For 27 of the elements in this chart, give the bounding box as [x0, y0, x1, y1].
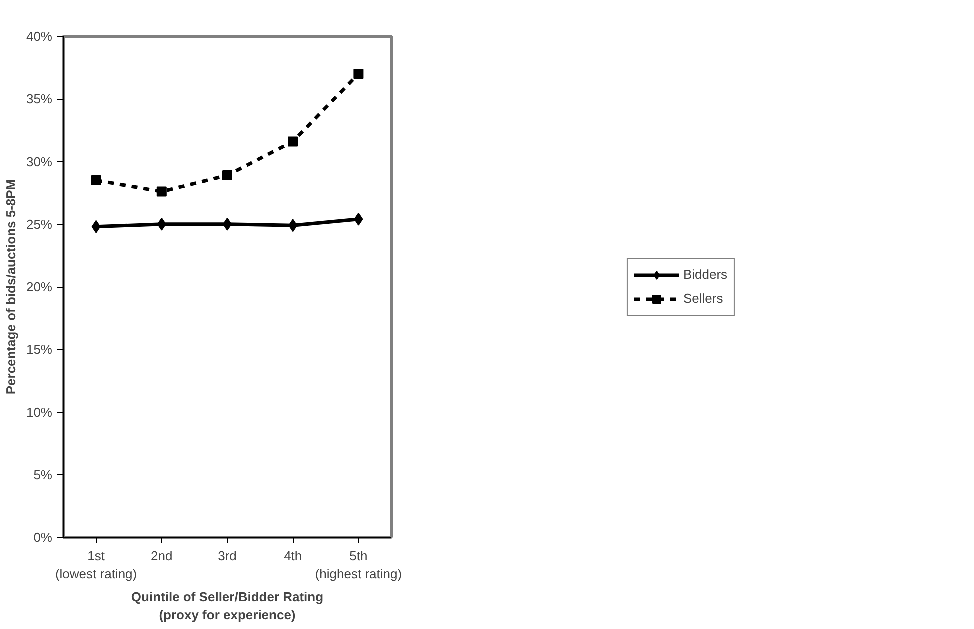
- y-tick-label: 40%: [26, 29, 53, 44]
- point: [156, 186, 167, 197]
- x-tick-label: 4th: [284, 548, 302, 564]
- point: [288, 219, 298, 232]
- legend-label: Bidders: [683, 267, 728, 282]
- legend-label: Sellers: [683, 291, 724, 306]
- x-tick-label: 3rd: [218, 548, 237, 564]
- y-tick-label: 20%: [26, 280, 53, 294]
- y-tick-label: 5%: [34, 467, 53, 482]
- point: [222, 170, 232, 181]
- y-axis-title: Percentage of bids/auctions 5-8PM: [3, 179, 18, 395]
- y-tick-label: 15%: [26, 342, 53, 358]
- y-tick-label: 10%: [26, 404, 53, 420]
- x-tick-label: 1st (lowest rating): [55, 548, 138, 582]
- point: [157, 218, 166, 231]
- y-tick-label: 30%: [26, 154, 53, 170]
- x-tick-label: 5th (highest rating): [315, 548, 402, 582]
- point: [354, 212, 364, 226]
- point: [288, 136, 298, 147]
- y-tick-label: 35%: [26, 92, 53, 107]
- y-tick-label: 25%: [26, 216, 53, 232]
- point: [91, 176, 102, 186]
- point: [92, 220, 101, 234]
- x-axis-title: Quintile of Seller/Bidder Rating (proxy for experience): [131, 590, 324, 622]
- x-tick-label: 2nd: [151, 548, 173, 564]
- y-tick-label: 0%: [34, 530, 53, 545]
- point: [354, 69, 364, 80]
